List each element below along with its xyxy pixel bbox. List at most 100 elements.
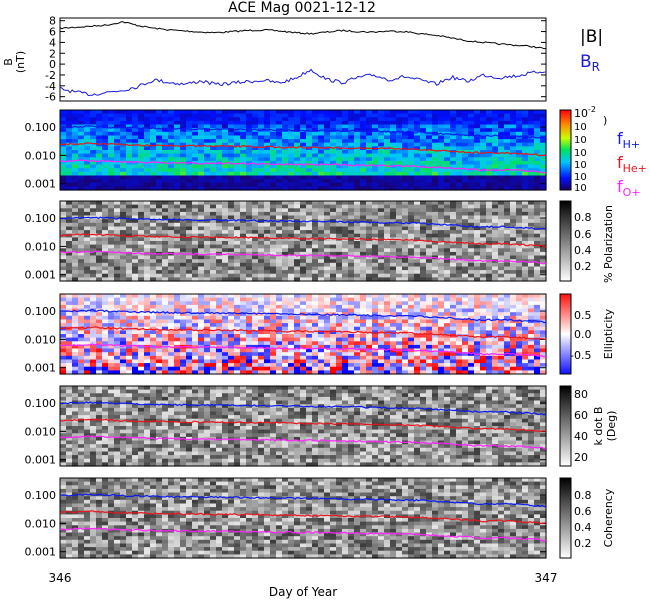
polarization-cell [150, 215, 157, 220]
polarization-cell [204, 255, 211, 260]
spectral-power-cell [180, 120, 187, 126]
polarization-cell [258, 237, 265, 242]
polarization-cell [480, 233, 487, 238]
spectral-power-cell [102, 142, 109, 147]
ellipticity-cell [270, 363, 277, 368]
ellipticity-cell [186, 323, 193, 328]
polarization-cell [372, 233, 379, 238]
spectral-power-cell [144, 124, 151, 129]
ellipticity-cell [300, 326, 307, 331]
spectral-power-cell [330, 131, 337, 136]
polarization-cell [528, 215, 535, 220]
polarization-cell [354, 259, 361, 264]
spectral-power-cell [432, 142, 439, 147]
polarization-cell [102, 251, 109, 257]
ellipticity-cell [60, 359, 67, 364]
ellipticity-cell [174, 297, 181, 302]
ellipticity-cell [132, 341, 139, 346]
spectral-power-cell [306, 179, 313, 184]
spectral-power-cell [432, 135, 439, 140]
spectral-power-cell [246, 117, 253, 122]
spectral-power-cell [330, 150, 337, 155]
polarization-cell [150, 266, 157, 271]
polarization-cell [282, 233, 289, 238]
polarization-cell [528, 222, 535, 227]
spectral-power-cell [366, 113, 373, 118]
ellipticity-cell [366, 301, 373, 306]
spectral-power-cell [534, 182, 541, 187]
spectral-power-cell [528, 164, 535, 169]
polarization-cell [456, 270, 463, 275]
spectral-power-cell [468, 168, 475, 173]
polarization-cell [108, 222, 115, 227]
spectral-power-cell [396, 179, 403, 184]
polarization-cell [504, 226, 511, 231]
polarization-cell [396, 222, 403, 227]
polarization-cell [522, 248, 529, 253]
ellipticity-cell [102, 352, 109, 357]
ellipticity-cell [354, 370, 361, 375]
spectral-power-cell [486, 131, 493, 136]
spectral-power-cell [150, 146, 157, 151]
polarization-cell [132, 222, 139, 227]
spectral-power-cell [270, 124, 277, 129]
ellipticity-cell [174, 355, 181, 360]
polarization-cell [492, 222, 499, 227]
ellipticity-cell [240, 301, 247, 306]
ellipticity-cell [222, 301, 229, 306]
ellipticity-cell [150, 323, 157, 328]
ellipticity-cell [426, 330, 433, 335]
spectral-power-cell [192, 164, 199, 169]
spectral-power-cell [276, 131, 283, 136]
polarization-cell [438, 211, 445, 217]
polarization-cell [60, 266, 67, 271]
ellipticity-cell [324, 326, 331, 331]
spectral-power-cell [78, 153, 85, 158]
polarization-cell [348, 255, 355, 260]
spectral-power-cell [288, 139, 295, 144]
spectral-power-cell [390, 157, 397, 162]
legend-br: BR [580, 52, 600, 74]
ellipticity-cell [66, 304, 73, 310]
spectral-power-cell [228, 124, 235, 129]
spectral-power-cell [198, 164, 205, 169]
spectral-power-cell [264, 171, 271, 176]
spectral-power-cell [210, 139, 217, 144]
spectral-power-cell [162, 120, 169, 126]
polarization-cell [210, 222, 217, 227]
ellipticity-cell [156, 315, 163, 320]
polarization-cell [198, 233, 205, 238]
polarization-cell [390, 204, 397, 209]
spectral-power-cell [60, 182, 67, 187]
polarization-cell [102, 277, 109, 282]
spectral-power-cell [354, 110, 361, 115]
spectral-power-cell [156, 146, 163, 151]
polarization-cell [174, 204, 181, 209]
ellipticity-cell [294, 359, 301, 364]
polarization-cell [246, 222, 253, 227]
ellipticity-cell [324, 348, 331, 353]
polarization-cell [174, 215, 181, 220]
polarization-cell [162, 251, 169, 257]
spectral-power-cell [300, 171, 307, 176]
polarization-cell [96, 226, 103, 231]
ellipticity-cell [252, 366, 259, 371]
polarization-cell [138, 277, 145, 282]
spectral-power-cell [102, 120, 109, 126]
spectral-power-cell [426, 113, 433, 118]
ellipticity-cell [330, 355, 337, 360]
ellipticity-cell [192, 308, 199, 313]
ellipticity-cell [336, 326, 343, 331]
polarization-cell [330, 233, 337, 238]
spectral-power-cell [168, 175, 175, 180]
polarization-cell [222, 259, 229, 264]
polarization-cell [162, 248, 169, 253]
ellipticity-cell [330, 326, 337, 331]
polarization-cell [126, 248, 133, 253]
spectral-power-cell [300, 124, 307, 129]
spectral-power-cell [450, 160, 457, 166]
polarization-cell [150, 201, 157, 206]
polarization-cell [66, 266, 73, 271]
polarization-cell [360, 270, 367, 275]
ellipticity-cell [216, 304, 223, 310]
